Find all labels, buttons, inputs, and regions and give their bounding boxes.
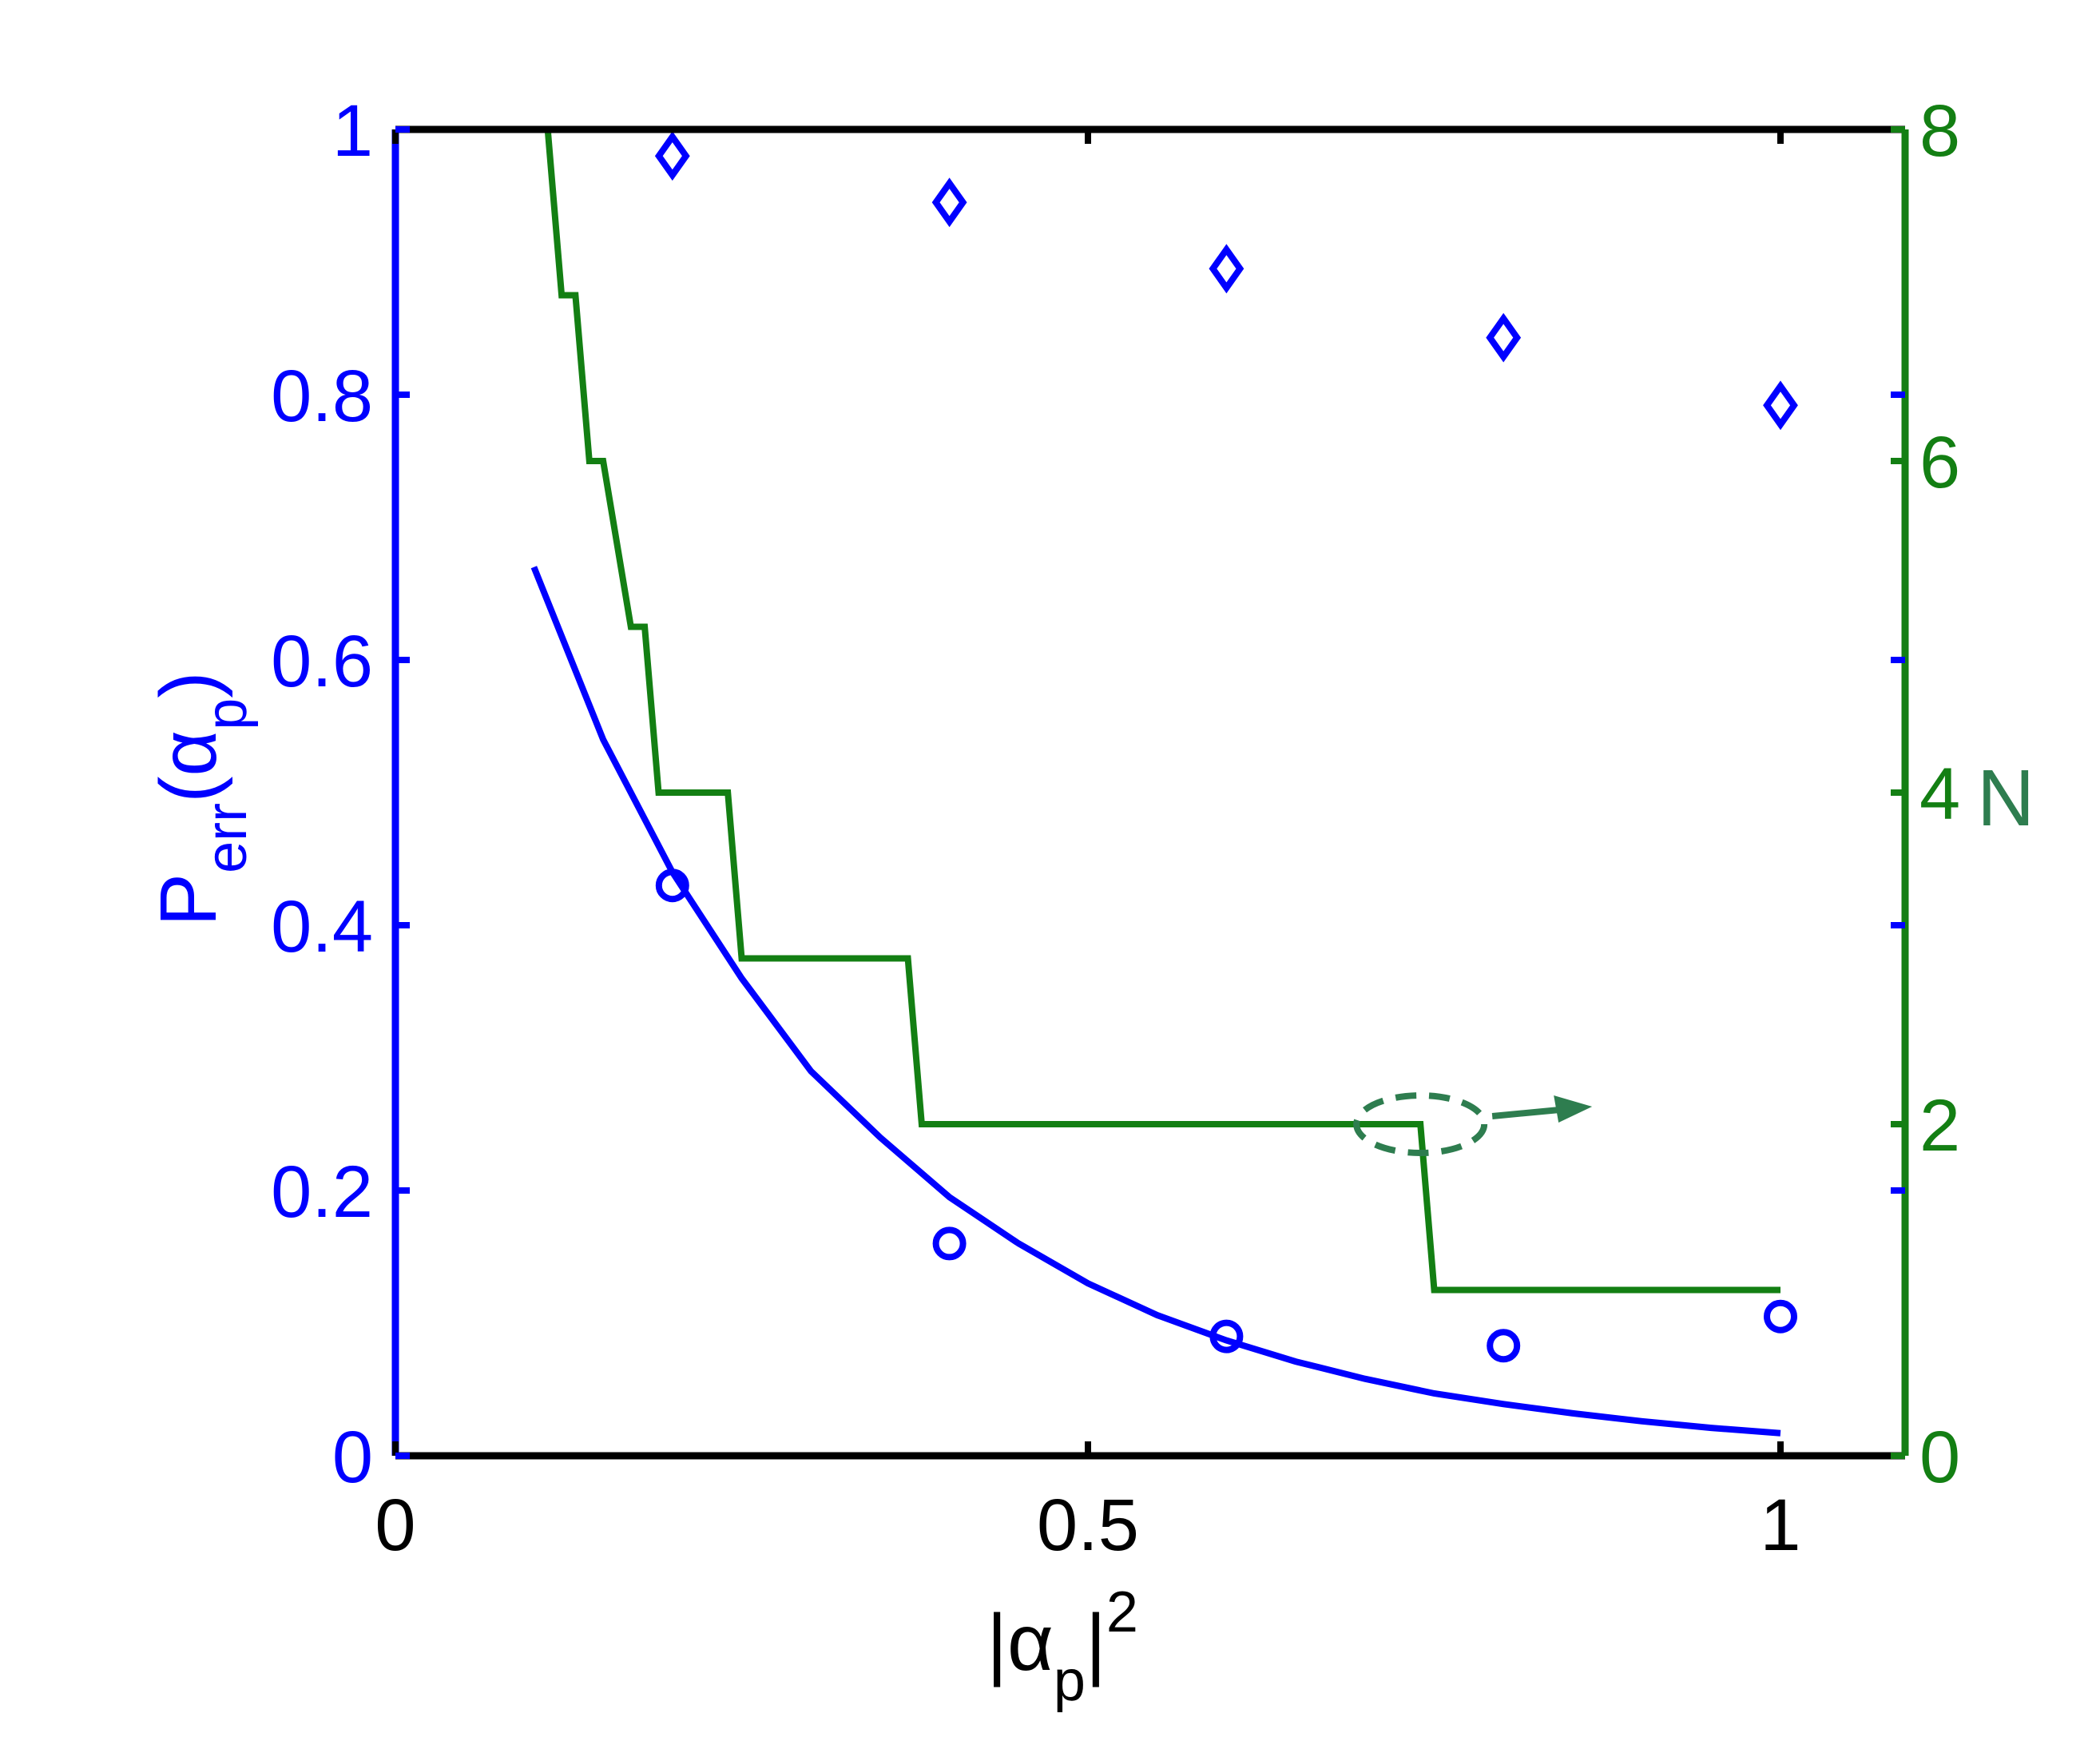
diamond-marker	[1486, 312, 1522, 363]
x-axis-label-sub: p	[1054, 1649, 1086, 1713]
y-right-tick-label: 0	[1919, 1417, 1960, 1498]
series-curve-line	[530, 566, 1781, 1437]
y-left-tick-label: 0.2	[271, 1151, 373, 1233]
y-right-tick-label: 2	[1919, 1085, 1960, 1167]
x-axis-label-sup: 2	[1106, 1580, 1138, 1644]
circle-marker	[655, 869, 689, 903]
y-right-tick-label: 6	[1919, 422, 1960, 503]
axis-ticks: 0 0.5 1 0 0.2 0.4 0.6 0.8 1 0 2 4 6 8	[271, 90, 1960, 1566]
annotation-ellipse	[1353, 1092, 1488, 1156]
y-left-tick-label: 1	[332, 90, 373, 172]
x-tick-label: 0	[375, 1485, 415, 1566]
diamond-marker	[1209, 244, 1245, 294]
y-left-tick-label: 0	[332, 1417, 373, 1498]
circle-marker	[1209, 1319, 1244, 1353]
y-axis-left-label-post: )	[144, 671, 233, 698]
circle-marker	[1487, 1329, 1521, 1363]
x-tick-label: 1	[1760, 1485, 1800, 1566]
annotation-arrow-shaft	[1491, 1106, 1569, 1119]
y-left-tick-label: 0.4	[271, 886, 373, 968]
plot-area	[530, 126, 1798, 1437]
y-axis-left-label-mid: (α	[144, 730, 233, 803]
y-left-tick-label: 0.8	[271, 356, 373, 437]
circle-marker	[932, 1226, 967, 1261]
y-left-tick-label: 0.6	[271, 621, 373, 702]
y-axis-left-label-pre: P	[144, 873, 233, 927]
x-tick-label: 0.5	[1037, 1485, 1139, 1566]
y-axis-left-label: Perr(αp)	[144, 671, 259, 926]
x-axis-label-pre: |α	[986, 1598, 1054, 1687]
y-axis-left-label-sub1: err	[195, 803, 259, 873]
diamond-marker	[931, 177, 967, 228]
y-axis-left-label-sub2: p	[195, 698, 259, 730]
x-axis-label-post: |	[1086, 1598, 1106, 1687]
y-right-tick-label: 4	[1919, 753, 1960, 835]
annotation-arrow-head	[1554, 1095, 1593, 1123]
series-step-line	[534, 126, 1780, 1294]
y-axis-right-label: N	[1977, 753, 2034, 843]
diamond-marker	[654, 131, 690, 181]
x-axis-label: |αp|2	[986, 1580, 1138, 1713]
diamond-marker	[1763, 380, 1798, 431]
y-right-tick-label: 8	[1919, 90, 1960, 172]
circle-marker	[1764, 1299, 1797, 1334]
